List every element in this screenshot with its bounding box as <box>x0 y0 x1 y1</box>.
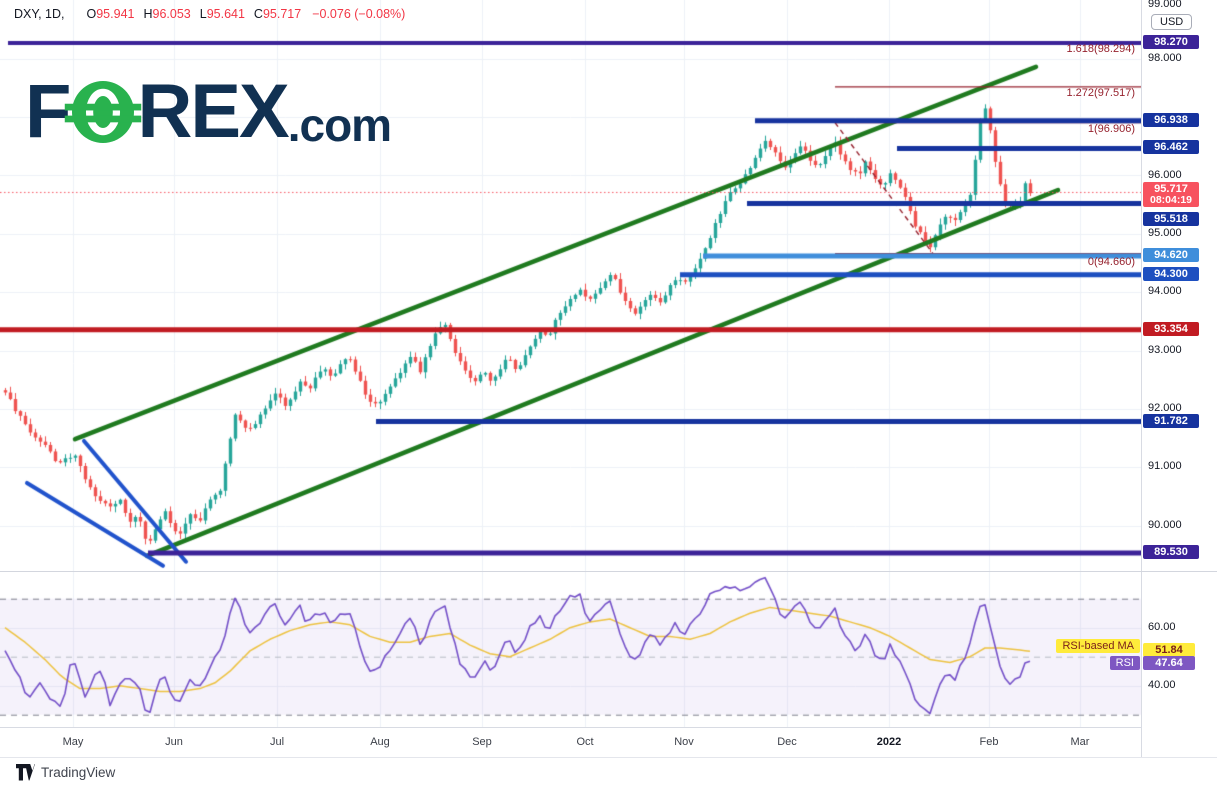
time-axis-tick: Oct <box>576 736 594 748</box>
symbol-title: DXY, 1D, <box>14 7 65 21</box>
forex-logo-dotcom: .com <box>287 99 392 151</box>
rsi-axis-label: 60.00 <box>1148 621 1176 633</box>
price-axis-label: 98.000 <box>1148 52 1182 64</box>
price-axis-label: 99.000 <box>1148 0 1182 10</box>
time-axis-tick: Jun <box>165 736 183 748</box>
rsi-axis-badge: 47.64 <box>1143 656 1195 670</box>
price-axis-label: 90.000 <box>1148 519 1182 531</box>
symbol-legend[interactable]: DXY, 1D, O95.941 H96.053 L95.641 C95.717… <box>14 7 405 21</box>
price-axis-label: 92.000 <box>1148 402 1182 414</box>
price-axis-label: 93.000 <box>1148 344 1182 356</box>
time-axis-tick: Aug <box>370 736 390 748</box>
price-axis-badge: 95.717 08:04:19 <box>1143 182 1199 207</box>
time-axis-tick: May <box>62 736 84 748</box>
rsi-ma-label-badge: RSI-based MA <box>1056 639 1140 653</box>
rsi-axis-label: 80.00 <box>1148 572 1176 575</box>
ohlc-low: L95.641 <box>199 7 245 21</box>
price-axis-main: USD 99.000 98.000 96.000 95.000 94.000 93.000… <box>1142 0 1217 571</box>
tradingview-mark-icon <box>16 764 35 781</box>
ohlc-high: H96.053 <box>143 7 191 21</box>
tradingview-brand-text: TradingView <box>41 765 116 780</box>
time-axis-tick: 2022 <box>876 736 902 748</box>
time-axis-tick: Sep <box>472 736 492 748</box>
change-value: −0.076 (−0.08%) <box>312 7 406 21</box>
pane-separator[interactable] <box>0 571 1217 572</box>
ohlc-open: O95.941 <box>86 7 135 21</box>
price-axis-badge: 94.300 <box>1143 267 1199 281</box>
time-axis-tick: Mar <box>1070 736 1090 748</box>
rsi-axis-label: 40.00 <box>1148 679 1176 691</box>
price-axis-label: 95.000 <box>1148 227 1182 239</box>
time-axis-tick: Feb <box>979 736 999 748</box>
forex-com-logo: F REX .com <box>25 69 392 154</box>
price-axis-badge: 95.518 <box>1143 212 1199 226</box>
forex-logo-f: F <box>25 69 71 154</box>
rsi-label-badge: RSI <box>1109 656 1140 670</box>
price-axis-badge: 93.354 <box>1143 322 1199 336</box>
currency-badge[interactable]: USD <box>1151 14 1193 30</box>
time-axis-tick: Dec <box>777 736 797 748</box>
rsi-axis-badge: 51.84 <box>1143 643 1195 657</box>
price-axis[interactable]: USD 99.000 98.000 96.000 95.000 94.000 93.000… <box>1141 0 1217 757</box>
ohlc-close: C95.717 <box>253 7 302 21</box>
price-axis-badge: 89.530 <box>1143 545 1199 559</box>
price-axis-badge: 91.782 <box>1143 414 1199 428</box>
price-axis-label: 94.000 <box>1148 285 1182 297</box>
price-axis-badge: 96.938 <box>1143 113 1199 127</box>
time-axis-tick: Nov <box>674 736 694 748</box>
time-axis[interactable]: May Jun Jul Aug Sep Oct Nov Dec 2022 Feb Mar <box>0 727 1141 758</box>
price-chart-canvas[interactable] <box>0 0 1141 727</box>
price-axis-label: 91.000 <box>1148 460 1182 472</box>
price-axis-badge: 94.620 <box>1143 248 1199 262</box>
time-axis-tick: Jul <box>269 736 285 748</box>
forex-logo-rex: REX <box>137 69 289 154</box>
price-axis-badge: 98.270 <box>1143 35 1199 49</box>
forex-logo-o-icon <box>65 81 142 143</box>
bottom-strip: TradingView <box>0 757 1217 790</box>
price-axis-label: 96.000 <box>1148 169 1182 181</box>
tradingview-logo[interactable]: TradingView <box>16 764 115 781</box>
price-axis-badge: 96.462 <box>1143 140 1199 154</box>
